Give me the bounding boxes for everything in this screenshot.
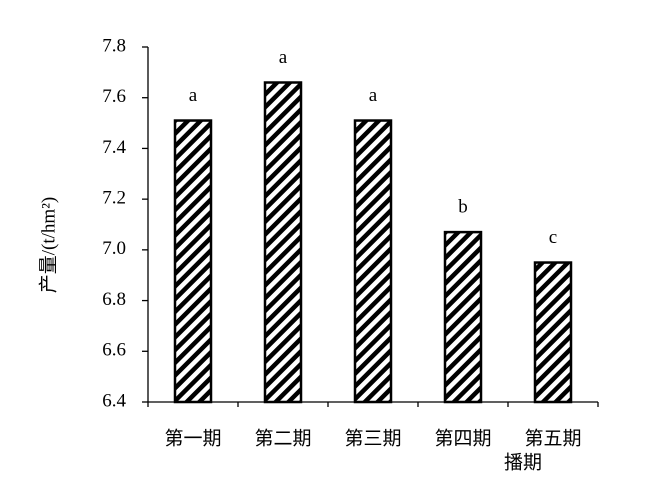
annotation: a — [369, 85, 378, 106]
bar — [533, 261, 573, 404]
y-tick-label: 7.0 — [102, 238, 126, 259]
y-tick-label: 7.2 — [102, 188, 126, 209]
y-axis-label: 产量/(t/hm²) — [37, 197, 59, 293]
y-tick-label: 6.4 — [102, 390, 126, 411]
x-tick-label: 第五期 — [524, 427, 581, 449]
y-tick-label: 7.8 — [102, 35, 126, 56]
y-tick-label: 6.6 — [102, 340, 126, 361]
bar — [353, 119, 393, 404]
x-tick-label: 第四期 — [434, 427, 491, 449]
y-tick-label: 7.4 — [102, 137, 126, 158]
x-axis-label: 播期 — [504, 451, 542, 473]
bar — [443, 230, 483, 404]
annotation: c — [549, 227, 557, 248]
x-tick-label: 第一期 — [164, 427, 221, 449]
y-tick-label: 7.6 — [102, 86, 126, 107]
annotation: b — [458, 196, 468, 217]
x-tick-label: 第二期 — [254, 427, 311, 449]
bar — [173, 119, 213, 404]
x-tick-label: 第三期 — [344, 427, 401, 449]
annotation: a — [279, 47, 288, 68]
y-tick-label: 6.8 — [102, 289, 126, 310]
bar — [263, 81, 303, 404]
annotation: a — [189, 85, 198, 106]
